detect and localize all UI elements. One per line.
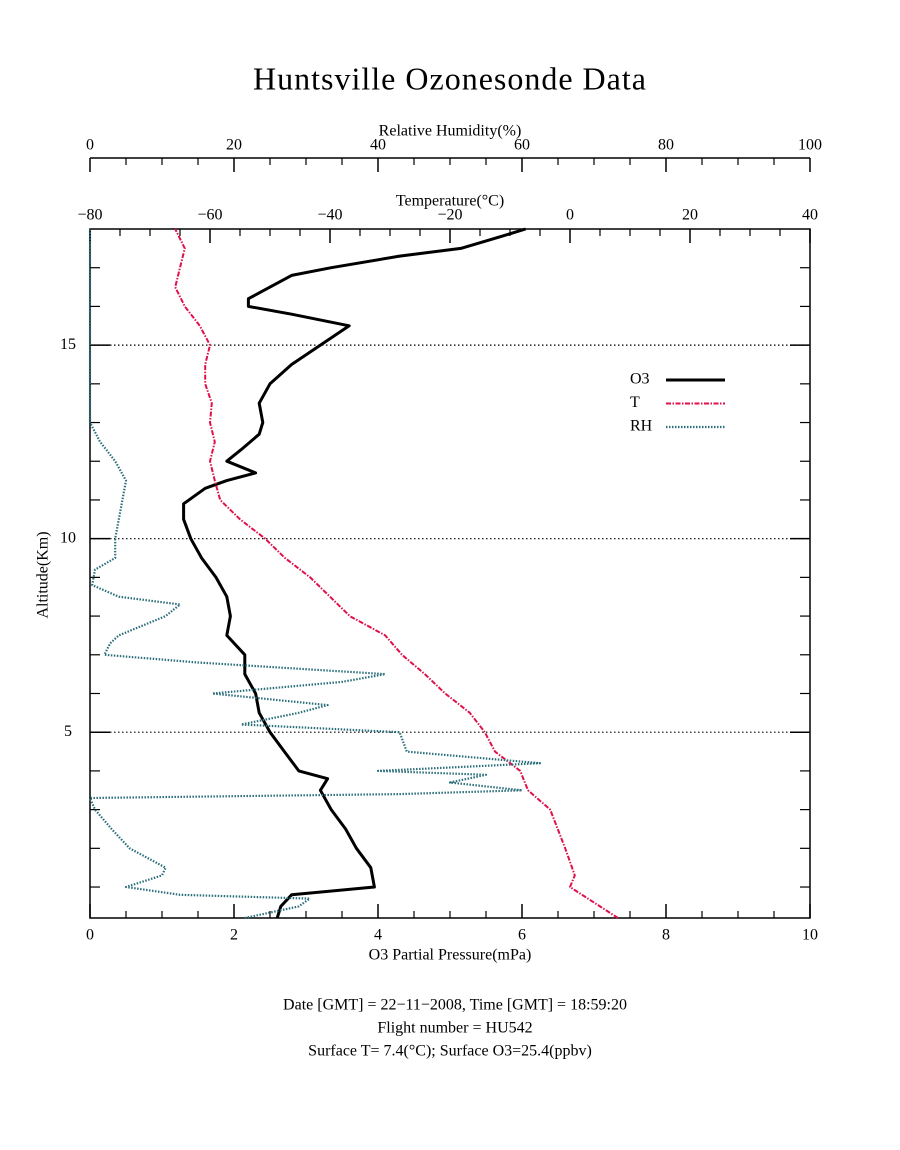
- x-tick-label: 20: [682, 207, 698, 224]
- x2-axis-label: Temperature(°C): [396, 193, 504, 210]
- y-tick-label: 10: [60, 529, 76, 546]
- x-tick-label: 10: [802, 927, 818, 944]
- y-tick-label: 15: [60, 336, 76, 353]
- x-tick-label: 60: [514, 137, 530, 154]
- series-line: [174, 228, 619, 919]
- x-tick-label: 0: [566, 207, 574, 224]
- series-line: [182, 227, 527, 919]
- x-tick-label: −60: [197, 207, 222, 224]
- x-tick-label: 2: [230, 927, 238, 944]
- x-tick-label: 40: [802, 207, 818, 224]
- x-tick-label: −20: [437, 207, 462, 224]
- x-tick-label: 100: [798, 137, 822, 154]
- x-tick-label: 20: [226, 137, 242, 154]
- series-line: [88, 229, 542, 920]
- x-tick-label: 0: [86, 137, 94, 154]
- y-tick-label: 5: [64, 723, 72, 740]
- x-tick-label: 80: [658, 137, 674, 154]
- x-tick-label: 40: [370, 137, 386, 154]
- footer-line: Surface T= 7.4(°C); Surface O3=25.4(ppbv…: [308, 1043, 592, 1060]
- legend-label: O3: [630, 371, 650, 388]
- x3-axis-label: Relative Humidity(%): [379, 123, 522, 140]
- x-tick-label: 8: [662, 927, 670, 944]
- x-tick-label: 0: [86, 927, 94, 944]
- x-tick-label: −40: [317, 207, 342, 224]
- y-axis-label: Altitude(Km): [35, 531, 52, 618]
- x-tick-label: 4: [374, 927, 382, 944]
- footer-line: Date [GMT] = 22−11−2008, Time [GMT] = 18…: [283, 997, 627, 1014]
- x-axis-label: O3 Partial Pressure(mPa): [369, 947, 532, 964]
- x-tick-label: 6: [518, 927, 526, 944]
- chart-title: Huntsville Ozonesonde Data: [253, 60, 647, 96]
- legend-label: T: [630, 394, 640, 411]
- footer-line: Flight number = HU542: [377, 1020, 532, 1037]
- x-tick-label: −80: [77, 207, 102, 224]
- legend-label: RH: [630, 418, 653, 435]
